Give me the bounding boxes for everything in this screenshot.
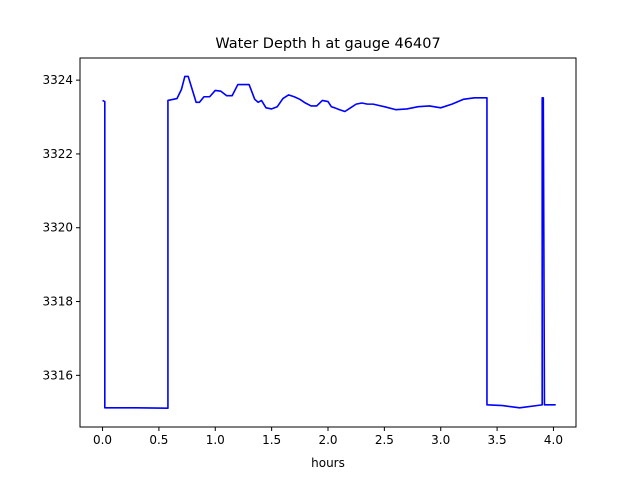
x-axis-ticks: 0.0 0.5 1.0 1.5 2.0 2.5 3.0 3.5 4.0 xyxy=(93,427,563,447)
x-tick-label: 0.5 xyxy=(149,433,168,447)
x-tick-label: 4.0 xyxy=(544,433,563,447)
x-tick-label: 3.5 xyxy=(488,433,507,447)
x-tick-label: 1.0 xyxy=(206,433,225,447)
x-tick-label: 2.5 xyxy=(375,433,394,447)
series-line-1 xyxy=(102,75,556,409)
x-tick-label: 0.0 xyxy=(93,433,112,447)
y-tick-label: 3318 xyxy=(42,295,73,309)
y-tick-label: 3324 xyxy=(42,73,73,87)
x-tick-label: 3.0 xyxy=(431,433,450,447)
x-axis-label: hours xyxy=(311,456,345,470)
y-tick-label: 3320 xyxy=(42,221,73,235)
y-axis-ticks: 3316 3318 3320 3322 3324 xyxy=(42,73,80,382)
y-tick-label: 3316 xyxy=(42,368,73,382)
y-tick-label: 3322 xyxy=(42,147,73,161)
x-tick-label: 1.5 xyxy=(262,433,281,447)
chart-title: Water Depth h at gauge 46407 xyxy=(215,36,440,52)
x-tick-label: 2.0 xyxy=(318,433,337,447)
